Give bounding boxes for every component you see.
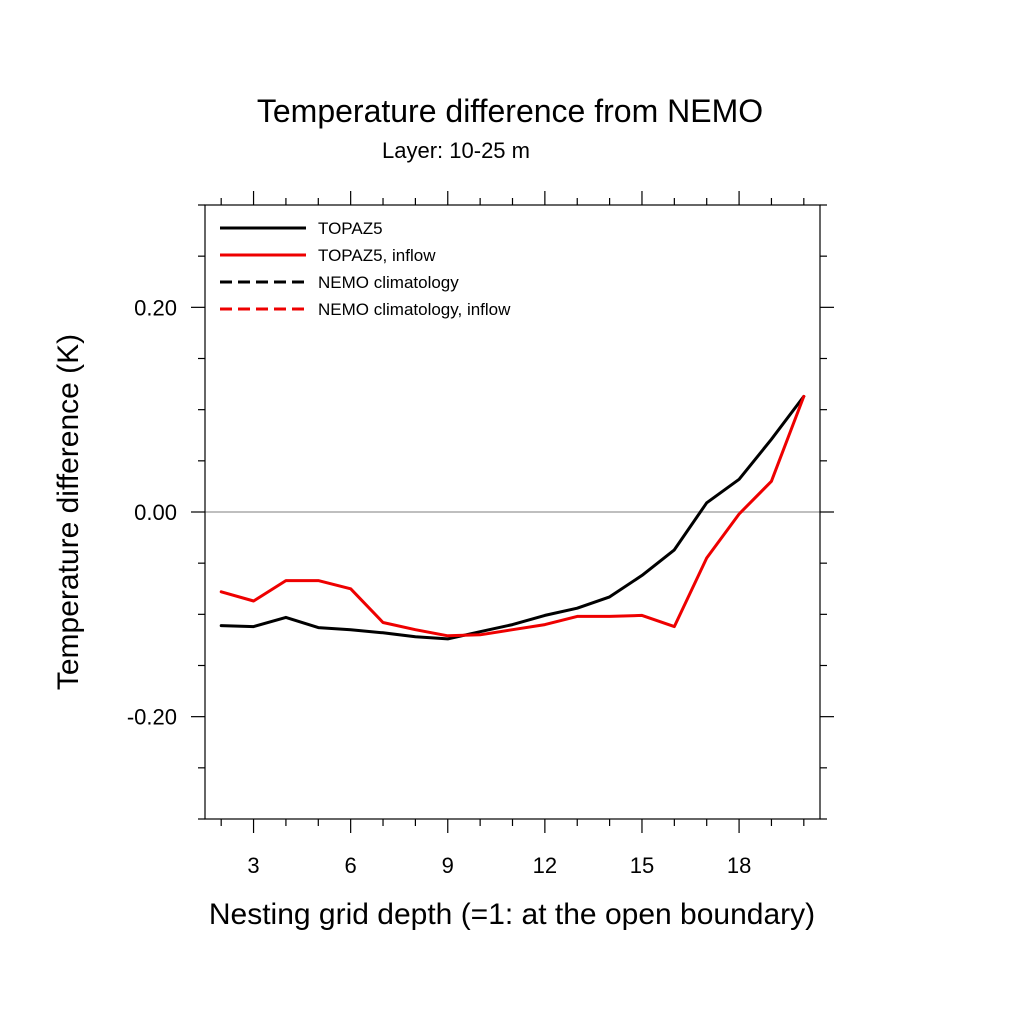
series-line-0 xyxy=(219,394,806,641)
plot-frame xyxy=(204,204,821,820)
legend-label-1: TOPAZ5, inflow xyxy=(318,246,436,265)
legend-label-0: TOPAZ5 xyxy=(318,219,383,238)
legend-label-2: NEMO climatology xyxy=(318,273,459,292)
legend-label-3: NEMO climatology, inflow xyxy=(318,300,511,319)
y-axis-label: Temperature difference (K) xyxy=(52,334,85,690)
x-tick-label: 9 xyxy=(442,853,454,878)
chart-title: Temperature difference from NEMO xyxy=(257,93,763,129)
x-tick-label: 3 xyxy=(247,853,259,878)
tick-labels-layer: 3 6 9 12 15 18 -0.20 0.00 0.20 xyxy=(127,295,751,878)
x-tick-label: 15 xyxy=(630,853,654,878)
y-tick-label: -0.20 xyxy=(127,705,177,730)
x-tick-label: 6 xyxy=(345,853,357,878)
y-tick-label: 0.00 xyxy=(134,500,177,525)
legend: TOPAZ5 TOPAZ5, inflow NEMO climatology NEMO… xyxy=(220,219,511,319)
y-tick-label: 0.20 xyxy=(134,295,177,320)
x-tick-label: 12 xyxy=(533,853,557,878)
series-line-1 xyxy=(219,394,806,638)
ticks-layer xyxy=(191,191,834,833)
x-tick-label: 18 xyxy=(727,853,751,878)
series-layer xyxy=(219,394,806,641)
x-axis-label: Nesting grid depth (=1: at the open boun… xyxy=(209,898,815,931)
chart-subtitle: Layer: 10-25 m xyxy=(382,138,530,163)
